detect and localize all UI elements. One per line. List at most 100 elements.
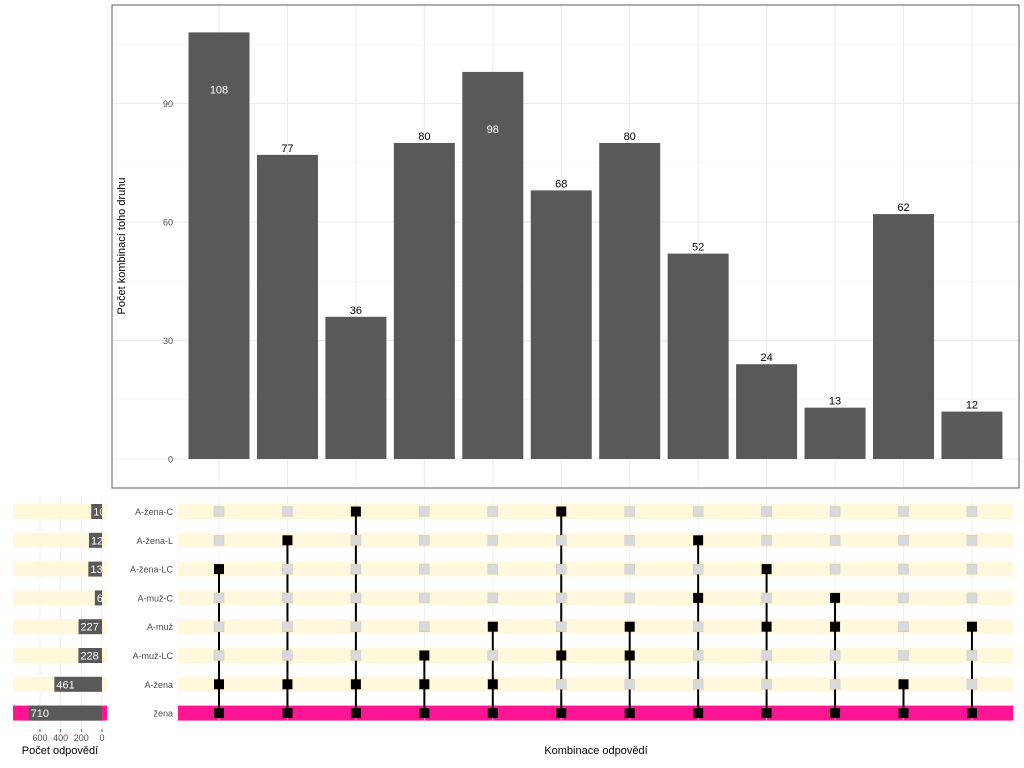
set-name-label: A-muž-C	[138, 593, 174, 603]
bar-value-label: 108	[210, 84, 228, 96]
matrix-dot-inactive	[556, 535, 567, 546]
matrix-row-stripe	[178, 532, 1013, 548]
matrix-dot-inactive	[898, 621, 909, 632]
matrix-dot-inactive	[829, 679, 841, 690]
matrix-dot-inactive	[350, 535, 362, 546]
set-size-row-stripe	[13, 561, 107, 577]
matrix-dots	[213, 506, 978, 719]
set-name-label: A-žena	[144, 680, 173, 690]
matrix-dot-inactive	[556, 621, 567, 632]
matrix-row-stripe	[178, 676, 1013, 692]
set-name-labels: A-žena-C A-žena-L A-žena-LC A-muž-C A-muž A-m…	[130, 507, 174, 719]
matrix-dot-active	[419, 650, 430, 661]
matrix-row-stripe	[178, 590, 1013, 606]
matrix-dot-active	[282, 535, 293, 546]
matrix-dot-inactive	[213, 506, 225, 517]
bar-value-label: 12	[966, 400, 978, 412]
matrix-dot-inactive	[487, 506, 499, 517]
set-name-label: žena	[153, 709, 173, 719]
matrix-dot-active	[898, 708, 909, 719]
bar-value-label: 80	[624, 131, 636, 143]
set-size-label: 10	[93, 507, 105, 519]
matrix-dot-inactive	[692, 679, 704, 690]
matrix-dot-inactive	[761, 535, 772, 546]
bar-value-label: 52	[692, 242, 704, 254]
matrix-dot-active	[556, 650, 567, 661]
main-bars: 108 77 36 80 98 68 80 52 24 13 62 12	[188, 32, 1003, 460]
matrix-dot-inactive	[624, 535, 635, 546]
matrix-dot-inactive	[898, 506, 909, 517]
matrix-dot-inactive	[624, 506, 635, 517]
matrix-dot-inactive	[692, 563, 704, 575]
matrix-dot-active	[487, 679, 498, 690]
set-size-gridlines	[39, 497, 103, 728]
matrix-dot-inactive	[213, 592, 225, 604]
matrix-x-axis-label: Kombinace odpovědí	[544, 745, 647, 757]
x-tick-label: 600	[32, 733, 47, 743]
set-name-label: A-muž	[147, 622, 174, 632]
matrix-dot-inactive	[829, 506, 841, 517]
matrix-dot-inactive	[761, 506, 772, 517]
matrix-dot-inactive	[350, 621, 362, 632]
matrix-dot-active	[966, 708, 977, 719]
matrix-panel: A-žena-C A-žena-L A-žena-LC A-muž-C A-muž A-m…	[130, 497, 1013, 757]
set-size-label: 12	[91, 535, 103, 547]
matrix-dot-active	[214, 708, 224, 719]
matrix-dot-inactive	[282, 592, 293, 604]
set-size-bars: 10 12 13 6 227 228 461 710	[13, 504, 107, 721]
matrix-dot-active	[966, 621, 977, 632]
matrix-dot-inactive	[966, 650, 978, 661]
matrix-dot-inactive	[898, 650, 909, 661]
set-size-label: 228	[80, 651, 98, 663]
matrix-dot-inactive	[898, 535, 909, 546]
bar	[941, 411, 1003, 459]
matrix-dot-active	[214, 564, 224, 575]
matrix-dot-active	[214, 679, 224, 690]
y-tick-label: 60	[163, 218, 173, 228]
matrix-dot-inactive	[419, 506, 430, 517]
set-name-label: A-žena-L	[136, 536, 173, 546]
matrix-dot-inactive	[350, 563, 362, 575]
matrix-dot-active	[624, 650, 635, 661]
bar	[462, 71, 524, 460]
matrix-dot-inactive	[898, 592, 909, 604]
set-size-x-axis-label: Počet odpovědí	[22, 745, 98, 757]
matrix-dot-inactive	[419, 535, 430, 546]
set-size-row-stripe	[13, 590, 107, 606]
set-size-label: 710	[31, 708, 49, 720]
bar	[599, 143, 661, 459]
matrix-dot-active	[761, 621, 772, 632]
bar-value-label: 68	[555, 178, 567, 190]
matrix-dot-inactive	[692, 621, 704, 632]
x-tick-label: 0	[99, 733, 104, 743]
matrix-dot-inactive	[419, 592, 430, 604]
set-size-bar	[28, 705, 103, 721]
matrix-dot-inactive	[350, 650, 362, 661]
matrix-dot-inactive	[282, 563, 293, 575]
set-size-x-axis: 600 400 200 0	[32, 729, 105, 743]
matrix-dot-inactive	[556, 592, 567, 604]
matrix-stripes	[178, 504, 1013, 721]
bar	[736, 364, 798, 459]
bar-value-label: 13	[829, 396, 841, 408]
matrix-dot-inactive	[282, 650, 293, 661]
matrix-dot-inactive	[350, 592, 362, 604]
matrix-dot-inactive	[213, 650, 225, 661]
set-size-label: 6	[97, 593, 103, 605]
set-name-label: A-žena-LC	[130, 565, 174, 575]
x-tick-label: 400	[53, 733, 68, 743]
matrix-dot-inactive	[624, 592, 635, 604]
set-size-label: 227	[81, 622, 99, 634]
matrix-dot-active	[624, 621, 635, 632]
matrix-dot-inactive	[487, 563, 499, 575]
bar	[667, 253, 729, 459]
matrix-dot-active	[761, 564, 772, 575]
matrix-dot-active	[898, 679, 909, 690]
highlight-row	[178, 705, 1013, 721]
matrix-dot-inactive	[419, 563, 430, 575]
matrix-dot-inactive	[966, 506, 978, 517]
matrix-dot-inactive	[556, 563, 567, 575]
matrix-dot-active	[830, 708, 841, 719]
matrix-dot-inactive	[213, 535, 225, 546]
matrix-dot-active	[693, 535, 704, 546]
